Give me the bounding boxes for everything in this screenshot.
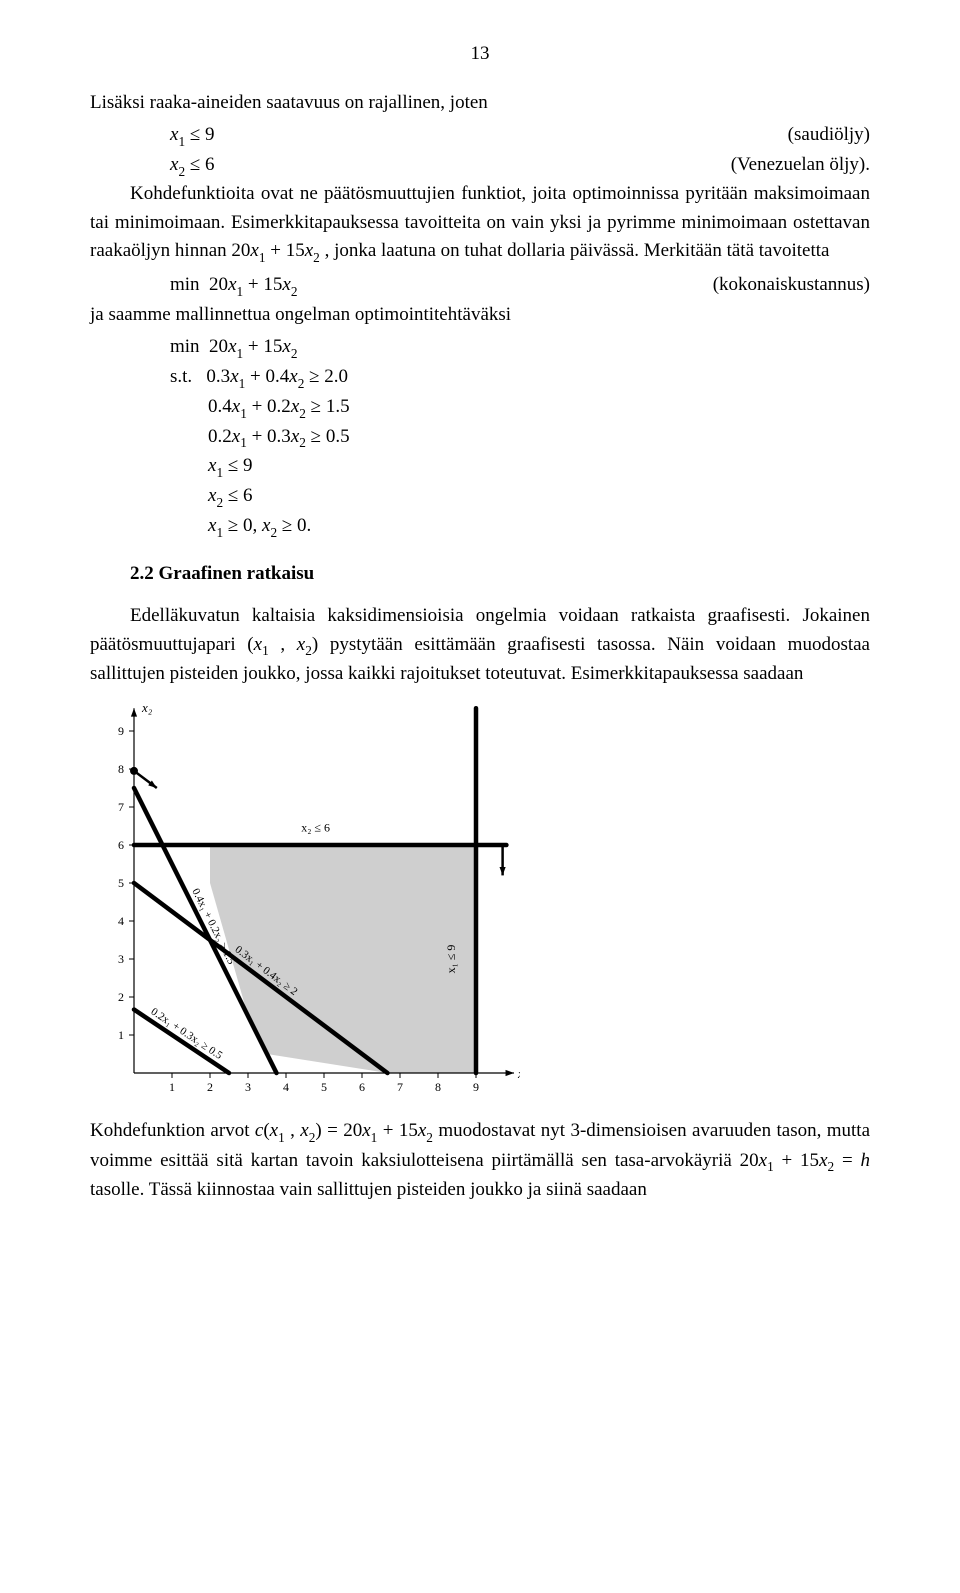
text: + 15: [266, 240, 305, 261]
model-line-7: x1 ≥ 0, x2 ≥ 0.: [170, 512, 870, 542]
text: ) = 20: [315, 1120, 362, 1141]
objective-rhs: (kokonaiskustannus): [713, 271, 870, 301]
svg-text:3: 3: [245, 1080, 251, 1094]
paragraph-1: Lisäksi raaka-aineiden saatavuus on raja…: [90, 89, 870, 118]
model-line-1: min 20x1 + 15x2: [170, 333, 870, 363]
constraint-1-rhs: (saudiöljy): [788, 121, 870, 151]
text: h: [861, 1150, 871, 1171]
svg-text:x₂: x₂: [141, 703, 153, 715]
constraint-2: x2 ≤ 6 (Venezuelan öljy).: [170, 151, 870, 181]
svg-text:x₂ ≤ 6: x₂ ≤ 6: [301, 821, 330, 835]
paragraph-3: ja saamme mallinnettua ongelman optimoin…: [90, 301, 870, 330]
svg-text:5: 5: [321, 1080, 327, 1094]
svg-text:4: 4: [283, 1080, 289, 1094]
model-line-5: x1 ≤ 9: [170, 452, 870, 482]
constraint-1: x1 ≤ 9 (saudiöljy): [170, 121, 870, 151]
svg-text:8: 8: [118, 762, 124, 776]
svg-text:x₁ ≤ 9: x₁ ≤ 9: [444, 944, 458, 973]
model-line-2: s.t. 0.3x1 + 0.4x2 ≥ 2.0: [170, 363, 870, 393]
constraint-1-lhs: x1 ≤ 9: [170, 121, 215, 151]
page-number: 13: [90, 40, 870, 69]
svg-text:9: 9: [118, 724, 124, 738]
model-line-6: x2 ≤ 6: [170, 482, 870, 512]
text: tasolle. Tässä kiinnostaa vain sallittuj…: [90, 1179, 647, 1200]
svg-text:5: 5: [118, 876, 124, 890]
svg-text:2: 2: [207, 1080, 213, 1094]
svg-text:x₁: x₁: [517, 1066, 520, 1081]
svg-text:8: 8: [435, 1080, 441, 1094]
chart-svg: 1 2 3 4 5 6 7 8 9 1 2 3 4 5 6 7 8 9 x₁ x₂ 0.2x₁ + 0.3x₂ ≥ 0.…: [90, 703, 520, 1103]
text: =: [834, 1150, 860, 1171]
text: ,: [269, 634, 297, 655]
svg-text:1: 1: [118, 1028, 124, 1042]
constraint-2-rhs: (Venezuelan öljy).: [731, 151, 870, 181]
model-line-4: 0.2x1 + 0.3x2 ≥ 0.5: [170, 423, 870, 453]
text: ,: [285, 1120, 301, 1141]
svg-text:6: 6: [118, 838, 124, 852]
svg-text:1: 1: [169, 1080, 175, 1094]
svg-text:0.2x₁ + 0.3x₂ ≥ 0.5: 0.2x₁ + 0.3x₂ ≥ 0.5: [149, 1006, 225, 1062]
svg-text:6: 6: [359, 1080, 365, 1094]
section-title: 2.2 Graafinen ratkaisu: [130, 560, 870, 589]
model-line-3: 0.4x1 + 0.2x2 ≥ 1.5: [170, 393, 870, 423]
svg-text:2: 2: [118, 990, 124, 1004]
svg-text:4: 4: [118, 914, 124, 928]
text: Kohdefunktion arvot: [90, 1120, 255, 1141]
text: + 15: [377, 1120, 418, 1141]
svg-text:3: 3: [118, 952, 124, 966]
constraint-2-lhs: x2 ≤ 6: [170, 151, 215, 181]
objective-line: min 20x1 + 15x2 (kokonaiskustannus): [170, 271, 870, 301]
paragraph-2: Kohdefunktioita ovat ne päätösmuuttujien…: [90, 180, 870, 267]
text: + 15: [774, 1150, 819, 1171]
text: , jonka laatuna on tuhat dollaria päiväs…: [320, 240, 830, 261]
svg-text:7: 7: [118, 800, 124, 814]
paragraph-4: Edelläkuvatun kaltaisia kaksidimensioisi…: [90, 602, 870, 689]
svg-text:9: 9: [473, 1080, 479, 1094]
feasible-region-chart: 1 2 3 4 5 6 7 8 9 1 2 3 4 5 6 7 8 9 x₁ x₂ 0.2x₁ + 0.3x₂ ≥ 0.…: [90, 703, 870, 1103]
objective-lhs: min 20x1 + 15x2: [170, 271, 297, 301]
paragraph-5: Kohdefunktion arvot c(x1 , x2) = 20x1 + …: [90, 1117, 870, 1205]
svg-text:7: 7: [397, 1080, 403, 1094]
